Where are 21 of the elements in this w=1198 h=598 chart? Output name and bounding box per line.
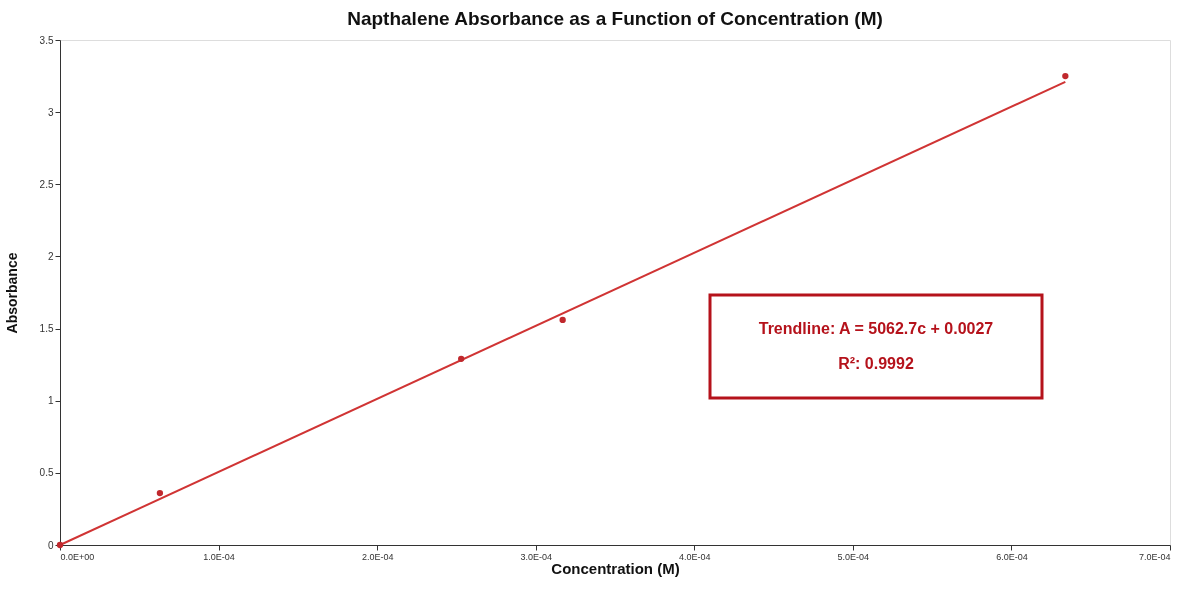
x-tick-label: 6.0E-04	[996, 551, 1028, 562]
chart-title: Napthalene Absorbance as a Function of Concentration (M)	[347, 8, 883, 29]
annotation: R²: 0.9992	[838, 354, 914, 372]
x-tick-label: 2.0E-04	[361, 551, 394, 562]
x-tick-label: 4.0E-04	[679, 551, 711, 562]
x-tick-label: 1.0E-04	[203, 551, 235, 562]
y-tick-label: 3	[47, 106, 54, 118]
y-tick-label: 3.5	[39, 34, 54, 46]
y-tick-label: 0.5	[39, 467, 54, 479]
y-axis-title: Absorbance	[3, 252, 20, 334]
y-tick-label: 2	[47, 250, 54, 262]
y-tick-label: 1	[47, 395, 54, 407]
y-tick-label: 2.5	[39, 178, 54, 190]
annotation: Trendline: A = 5062.7c + 0.0027	[758, 320, 994, 338]
x-axis-title: Concentration (M)	[551, 559, 680, 577]
x-tick-label: 0.0E+00	[60, 551, 95, 562]
x-tick-label: 3.0E-04	[520, 551, 552, 562]
x-tick-label: 5.0E-04	[837, 551, 870, 562]
x-tick-label: 7.0E-04	[1138, 551, 1171, 562]
y-tick-label: 0	[47, 539, 54, 551]
y-tick-label: 1.5	[39, 323, 54, 335]
